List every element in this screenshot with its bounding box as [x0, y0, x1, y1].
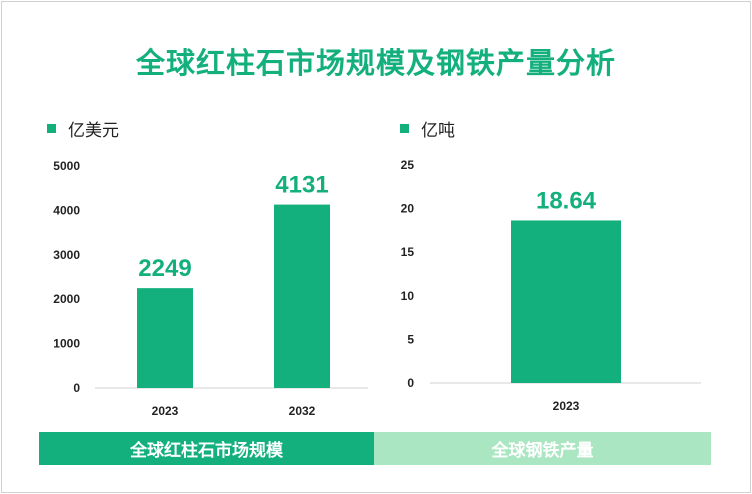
y-tick-label: 1000 [53, 337, 80, 351]
page-title: 全球红柱石市场规模及钢铁产量分析 [135, 46, 616, 80]
y-tick-label: 2000 [53, 292, 80, 306]
y-tick-label: 0 [407, 376, 414, 390]
x-tick-label: 2023 [152, 404, 179, 418]
y-tick-label: 5000 [53, 159, 80, 173]
y-tick-label: 20 [401, 202, 415, 216]
data-label: 4131 [275, 172, 328, 199]
y-tick-label: 3000 [53, 248, 80, 262]
y-tick-label: 15 [401, 245, 415, 259]
x-tick-label: 2023 [553, 399, 580, 413]
bar [274, 204, 330, 388]
legend-label: 亿美元 [68, 121, 119, 141]
y-tick-label: 0 [73, 381, 80, 395]
legend-swatch [400, 124, 409, 133]
bar [511, 220, 621, 383]
y-tick-label: 4000 [53, 203, 80, 217]
y-tick-label: 25 [401, 158, 415, 172]
y-tick-label: 5 [407, 332, 414, 346]
legend-right: 亿吨 [400, 116, 455, 141]
x-tick-label: 2032 [289, 404, 316, 418]
footer-market-size: 全球红柱石市场规模 [39, 432, 374, 465]
steel-output-chart: 0 5 10 15 20 25 18.64 2023 [401, 158, 701, 413]
market-size-chart: 0 1000 2000 3000 4000 5000 2249 2023 4131 2032 [53, 159, 368, 418]
bar [137, 288, 193, 388]
y-tick-label: 10 [401, 289, 415, 303]
data-label: 2249 [138, 255, 191, 282]
legend-label: 亿吨 [421, 121, 455, 141]
footer-steel-output: 全球钢铁产量 [374, 432, 711, 465]
legend-swatch [47, 124, 56, 133]
legend-left: 亿美元 [47, 116, 119, 141]
data-label: 18.64 [536, 187, 597, 214]
